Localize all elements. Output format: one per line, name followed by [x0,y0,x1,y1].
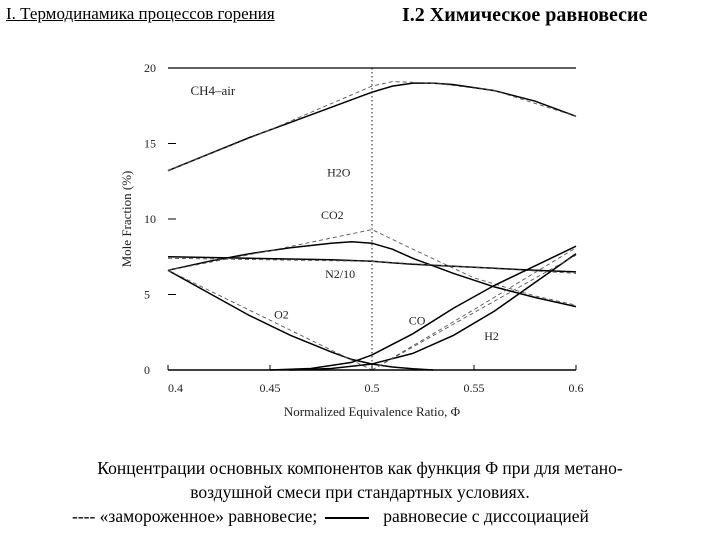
o2-equilibrium-line [167,269,434,371]
h2-frozen-line [371,254,577,371]
series-label-n2-10: N2/10 [325,267,355,281]
y-axis-title: Mole Fraction (%) [119,171,134,268]
x-tick-label: 0.6 [569,381,584,395]
series-label-o2: O2 [274,308,289,322]
y-tick-label: 0 [144,363,150,377]
y-tick-label: 10 [144,212,156,226]
x-axis-title: Normalized Equivalence Ratio, Φ [284,404,461,419]
chart-series [167,81,577,371]
series-label-h2o: H2O [327,166,351,180]
caption-line-2: воздушной смеси при стандартных условиях… [190,482,530,502]
caption-line-1: Концентрации основных компонентов как фу… [97,458,623,478]
chart-axes: 0 5 10 15 20 0.4 0.45 0.5 0.55 0.6 Normalized Equi… [119,61,584,419]
x-tick-label: 0.5 [365,381,380,395]
y-tick-label: 20 [144,61,156,75]
series-label-co: CO [409,314,426,328]
co-frozen-line [371,247,577,371]
header-right-title: I.2 Химическое равновесие [402,4,648,26]
x-tick-label: 0.55 [464,381,485,395]
y-tick-label: 5 [144,288,150,302]
y-tick-label: 15 [144,137,156,151]
n2-10-frozen-line [167,257,577,274]
h2-equilibrium-line [290,253,577,371]
mole-fraction-chart: 0 5 10 15 20 0.4 0.45 0.5 0.55 0.6 Normalized Equi… [119,61,584,419]
co-equilibrium-line [269,245,577,371]
x-tick-label: 0.4 [168,381,183,395]
legend-frozen-text: ---- «замороженное» равновесие; [72,506,318,526]
series-label-h2: H2 [484,329,499,343]
caption-line-3: ---- «замороженное» равновесие; равновеси… [72,506,589,527]
co2-equilibrium-line [167,240,577,308]
legend-solid-line [325,516,370,519]
legend-dissociation-text: равновесие с диссоциацией [383,506,589,526]
h2o-frozen-line [167,81,577,172]
o2-frozen-line [167,269,413,371]
header-left-title: I. Термодинамика процессов горения [6,4,275,23]
co2-frozen-line [167,229,577,306]
x-tick-label: 0.45 [260,381,281,395]
fuel-annotation: CH4–air [190,83,235,98]
chart-labels: H2O CO2 N2/10 O2 CO H2 CH4–air [190,83,498,343]
series-label-co2: CO2 [321,208,344,222]
